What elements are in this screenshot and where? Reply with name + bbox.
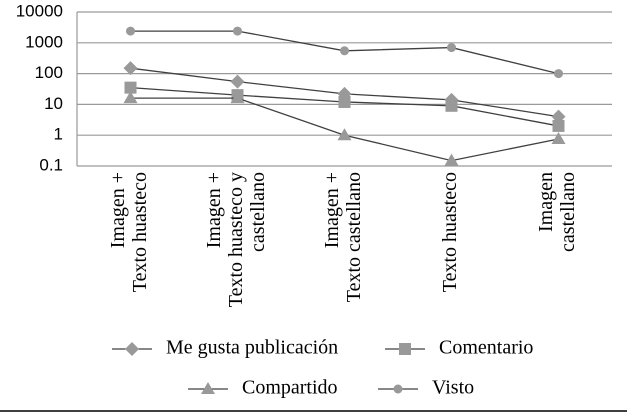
x-tick-label: Imagen + (203, 172, 225, 248)
data-point (233, 26, 242, 36)
data-point (230, 91, 245, 104)
y-tick-label: 10000 (16, 1, 63, 20)
legend-label: Me gusta publicación (166, 337, 338, 359)
x-tick-label: castellano (557, 172, 579, 252)
data-point (447, 43, 456, 53)
legend-marker (393, 384, 403, 394)
data-point (551, 132, 566, 145)
data-point (338, 95, 351, 108)
data-point (230, 74, 245, 89)
legend-label: Compartido (242, 377, 338, 399)
data-point (445, 99, 458, 112)
y-tick-label: 10 (44, 94, 63, 113)
legend-label: Comentario (439, 337, 533, 359)
legend-marker (399, 343, 411, 355)
legend-marker (125, 342, 139, 356)
data-point (126, 26, 135, 36)
y-tick-label: 100 (35, 63, 63, 82)
data-point (552, 119, 565, 132)
x-tick-label: Imagen (535, 172, 557, 232)
x-tick-label: Imagen + (321, 172, 343, 248)
data-point (554, 69, 563, 79)
x-tick-label: castellano (247, 172, 269, 252)
data-point (444, 153, 459, 166)
y-tick-label: 0.1 (39, 155, 63, 174)
x-tick-label: Texto castellano (343, 172, 365, 302)
x-tick-label: Imagen + (107, 172, 129, 248)
y-tick-label: 1000 (25, 32, 63, 51)
data-point (123, 91, 138, 104)
x-tick-label: Texto huasteco y (225, 172, 247, 307)
y-tick-label: 1 (54, 125, 63, 144)
legend-label: Visto (432, 377, 474, 399)
data-point (123, 61, 138, 76)
data-point (340, 46, 349, 56)
x-tick-label: Texto huasteco (439, 172, 461, 292)
data-point (124, 81, 137, 94)
x-tick-label: Texto huasteco (129, 172, 151, 292)
legend-marker (201, 382, 215, 394)
data-point (337, 128, 352, 141)
